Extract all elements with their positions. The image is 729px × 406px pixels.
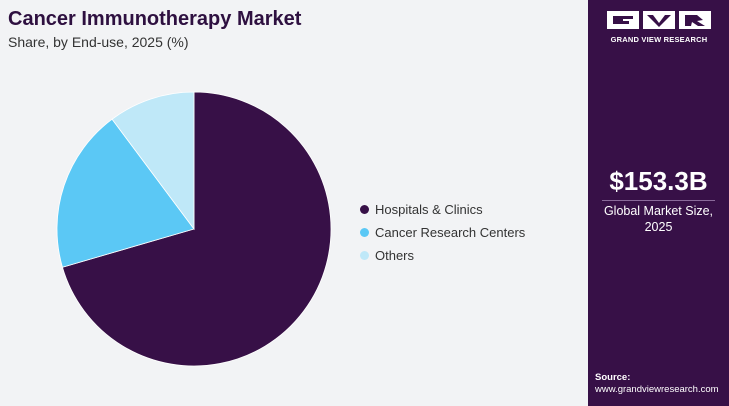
source-note: Source: www.grandviewresearch.com (595, 372, 719, 396)
pie-chart (56, 91, 332, 367)
source-url: www.grandviewresearch.com (595, 384, 719, 395)
brand-logo: GRAND VIEW RESEARCH (607, 11, 711, 44)
legend-label: Others (375, 248, 415, 263)
market-size-label: Global Market Size, 2025 (588, 203, 729, 235)
legend-dot (360, 205, 369, 214)
source-label: Source: (595, 372, 631, 383)
logo-r-icon (679, 11, 711, 29)
legend-dot (360, 251, 369, 260)
market-label-line1: Global Market Size, (603, 204, 714, 218)
logo-mark-icon (607, 11, 711, 29)
legend-dot (360, 228, 369, 237)
chart-subtitle: Share, by End-use, 2025 (%) (8, 34, 189, 50)
legend-item-hospitals-clinics: Hospitals & Clinics (360, 198, 525, 221)
pie-slice-cancer-research-centers (56, 118, 195, 268)
chart-legend: Hospitals & Clinics Cancer Research Cent… (360, 198, 525, 267)
logo-g-icon (607, 11, 639, 29)
logo-text: GRAND VIEW RESEARCH (610, 35, 708, 44)
chart-panel: Cancer Immunotherapy Market Share, by En… (8, 8, 526, 367)
logo-v-icon (643, 11, 675, 29)
legend-label: Hospitals & Clinics (375, 202, 483, 217)
legend-item-others: Others (360, 244, 525, 267)
info-sidebar: GRAND VIEW RESEARCH $153.3B Global Marke… (588, 0, 729, 406)
pie-slice-hospitals-clinics (61, 91, 332, 367)
chart-title: Cancer Immunotherapy Market (8, 8, 302, 30)
legend-label: Cancer Research Centers (375, 225, 526, 240)
market-size-value: $153.3B (609, 166, 708, 196)
market-label-line2: 2025 (644, 220, 673, 234)
legend-item-cancer-research-centers: Cancer Research Centers (360, 221, 525, 244)
divider (602, 200, 715, 201)
pie-slice-others (111, 91, 195, 231)
